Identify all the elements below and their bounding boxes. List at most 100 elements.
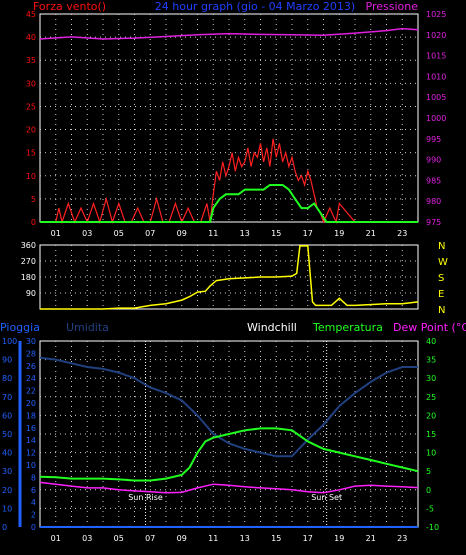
temperature-tick-label: -5	[426, 504, 434, 513]
humidity-tick-label: 90	[2, 356, 12, 365]
temperature-tick-label: 25	[426, 393, 436, 402]
wind-tick-label: 0	[31, 218, 36, 227]
humidity-tick-label: 20	[2, 486, 12, 495]
rain-tick-label: 20	[26, 399, 36, 408]
wind-tick-label: 40	[26, 33, 36, 42]
hour-tick-label: 13	[240, 534, 250, 543]
rain-tick-label: 2	[31, 511, 36, 520]
pressure-tick-label: 1015	[426, 52, 446, 61]
rain-axis-label: Pioggia	[0, 321, 40, 334]
hour-tick-label: 15	[271, 229, 281, 238]
wind-axis-label: Forza vento()	[33, 0, 106, 13]
wind-direction-line	[40, 245, 419, 310]
hour-tick-label: 05	[114, 229, 124, 238]
compass-label: E	[438, 289, 444, 300]
temperature-tick-label: 0	[426, 486, 431, 495]
hour-tick-label: 11	[208, 229, 218, 238]
pressure-tick-label: 1000	[426, 114, 446, 123]
compass-label: S	[438, 273, 444, 284]
hour-tick-label: 13	[240, 229, 250, 238]
direction-tick-label: 90	[26, 289, 36, 298]
direction-tick-label: 180	[21, 273, 36, 282]
hour-tick-label: 21	[366, 534, 376, 543]
hour-tick-label: 21	[366, 229, 376, 238]
humidity-line	[39, 356, 418, 458]
wind-direction-chart: N 90 E 180 S 270 W 360 N	[21, 241, 448, 316]
wind-tick-label: 10	[26, 172, 36, 181]
temperature-tick-label: 20	[426, 411, 436, 420]
wind-gust-line	[40, 138, 418, 225]
hour-tick-label: 09	[177, 534, 187, 543]
rain-tick-label: 26	[26, 362, 36, 371]
pressure-tick-label: 995	[426, 135, 441, 144]
hour-tick-label: 03	[82, 229, 92, 238]
hour-tick-label: 19	[334, 229, 344, 238]
humidity-tick-label: 50	[2, 430, 12, 439]
temperature-tick-label: 10	[426, 449, 436, 458]
temperature-tick-label: 35	[426, 356, 436, 365]
hour-tick-label: 03	[82, 534, 92, 543]
direction-tick-label: 360	[21, 241, 36, 250]
hour-tick-label: 05	[114, 534, 124, 543]
humidity-tick-label: 30	[2, 467, 12, 476]
wind-tick-label: 25	[26, 102, 36, 111]
humidity-tick-label: 0	[2, 523, 7, 532]
hour-tick-label: 01	[51, 534, 61, 543]
wind-tick-label: 5	[31, 195, 36, 204]
rain-tick-label: 10	[26, 461, 36, 470]
temperature-line	[39, 427, 419, 482]
pressure-tick-label: 990	[426, 156, 441, 165]
humidity-axis-label: Umidita	[66, 321, 109, 334]
dew-point-line	[39, 481, 419, 494]
rain-tick-label: 12	[26, 449, 36, 458]
pressure-tick-label: 975	[426, 218, 441, 227]
pressure-tick-label: 980	[426, 197, 441, 206]
wind-tick-label: 15	[26, 149, 36, 158]
humidity-tick-label: 40	[2, 449, 12, 458]
hour-tick-label: 07	[145, 229, 155, 238]
hour-tick-label: 23	[397, 534, 407, 543]
humidity-tick-label: 80	[2, 374, 12, 383]
hour-tick-label: 11	[208, 534, 218, 543]
wind-tick-label: 45	[26, 10, 36, 19]
rain-tick-label: 18	[26, 411, 36, 420]
pressure-tick-label: 985	[426, 176, 441, 185]
wind-tick-label: 35	[26, 56, 36, 65]
hour-tick-label: 19	[334, 534, 344, 543]
rain-tick-label: 30	[26, 337, 36, 346]
temperature-humidity-chart: -10-505101520253035400102030405060708090…	[2, 337, 439, 543]
humidity-tick-label: 70	[2, 393, 12, 402]
humidity-tick-label: 100	[2, 337, 17, 346]
temperature-tick-label: 5	[426, 467, 431, 476]
rain-tick-label: 4	[31, 498, 36, 507]
rain-tick-label: 28	[26, 349, 36, 358]
wind-tick-label: 20	[26, 126, 36, 135]
rain-tick-label: 22	[26, 387, 36, 396]
hour-tick-label: 07	[145, 534, 155, 543]
temperature-tick-label: 30	[426, 374, 436, 383]
temperature-tick-label: 15	[426, 430, 436, 439]
direction-tick-label: 270	[21, 257, 36, 266]
dew-point-label: Dew Point (°C)	[393, 321, 466, 334]
compass-label: N	[438, 241, 445, 252]
rain-tick-label: 0	[31, 523, 36, 532]
rain-tick-label: 14	[26, 436, 36, 445]
chart-title: 24 hour graph (gio - 04 Marzo 2013)	[155, 0, 355, 13]
compass-label: N	[438, 305, 445, 316]
hour-tick-label: 15	[271, 534, 281, 543]
sunset-label: Sun Set	[311, 493, 342, 502]
temperature-tick-label: 40	[426, 337, 436, 346]
hour-tick-label: 17	[303, 534, 313, 543]
compass-label: W	[438, 257, 448, 268]
windchill-label: Windchill	[247, 321, 297, 334]
hour-tick-label: 23	[397, 229, 407, 238]
rain-tick-label: 24	[26, 374, 36, 383]
hour-tick-label: 09	[177, 229, 187, 238]
rain-tick-label: 16	[26, 424, 36, 433]
pressure-tick-label: 1020	[426, 31, 446, 40]
pressure-tick-label: 1025	[426, 10, 446, 19]
pressure-axis-label: Pressione	[366, 0, 419, 13]
wind-speed-line	[40, 184, 418, 223]
wind-tick-label: 30	[26, 79, 36, 88]
